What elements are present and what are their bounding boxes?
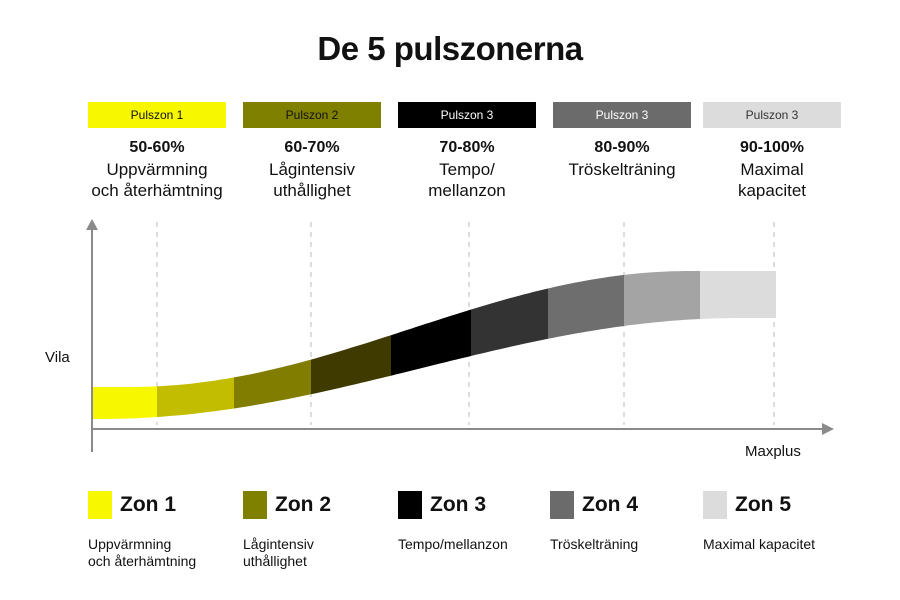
curve-segment-6 [471, 288, 548, 356]
legend-name-1: Zon 1 [120, 493, 176, 516]
zone-tag-2: Pulszon 2 [243, 102, 381, 128]
legend-name-5: Zon 5 [735, 493, 791, 516]
legend-desc-1: Uppvärmning och återhämtning [88, 536, 258, 570]
zone-desc-4-line1: Tröskelträning [568, 160, 676, 179]
legend-swatch-2 [243, 491, 267, 519]
legend-desc-5-line1: Maximal kapacitet [703, 536, 816, 552]
curve-segment-7 [548, 274, 624, 339]
curve-segment-9 [700, 271, 776, 319]
legend-desc-3: Tempo/mellanzon [398, 536, 568, 553]
zone-desc-3-line2: mellanzon [428, 181, 506, 200]
legend-desc-2-line2: uthållighet [243, 553, 307, 569]
zone-tag-1: Pulszon 1 [88, 102, 226, 128]
zone-tag-5: Pulszon 3 [703, 102, 841, 128]
legend-swatch-3 [398, 491, 422, 519]
zone-header-5: Pulszon 3 90-100% Maximal kapacitet [703, 102, 841, 200]
legend-desc-5: Maximal kapacitet [703, 536, 873, 553]
curve-segment-3 [234, 359, 311, 409]
zone-desc-2-line1: Lågintensiv [268, 160, 355, 179]
legend-desc-4: Tröskelträning [550, 536, 720, 553]
zone-percent-4: 80-90% [594, 139, 650, 156]
y-axis-label: Vila [45, 349, 70, 366]
zone-desc-5-line2: kapacitet [737, 181, 807, 200]
zone-header-2: Pulszon 2 60-70% Lågintensiv uthållighet [243, 102, 381, 200]
zone-percent-3: 70-80% [439, 139, 495, 156]
x-axis-label: Maxplus [745, 443, 801, 460]
curve-segment-2 [157, 377, 234, 417]
legend-name-4: Zon 4 [582, 493, 638, 516]
zone-percent-2: 60-70% [284, 139, 340, 156]
page-title: De 5 pulszonerna [317, 30, 583, 67]
legend-swatch-5 [703, 491, 727, 519]
y-axis-arrow-icon [86, 219, 98, 230]
legend-desc-4-line1: Tröskelträning [550, 536, 639, 552]
curve-segment-1 [92, 386, 157, 419]
legend-name-2: Zon 2 [275, 493, 331, 516]
zone-tag-4: Pulszon 3 [553, 102, 691, 128]
legend-swatch-4 [550, 491, 574, 519]
zone-desc-1-line2: och återhämtning [91, 181, 223, 200]
zone-tag-3: Pulszon 3 [398, 102, 536, 128]
legend-name-3: Zon 3 [430, 493, 486, 516]
curve-segment-4 [311, 335, 391, 395]
curve-segment-8 [624, 271, 700, 326]
zone-desc-3-line1: Tempo/ [439, 160, 495, 179]
legend-swatch-1 [88, 491, 112, 519]
axes [86, 219, 834, 452]
zone-percent-5: 90-100% [739, 139, 805, 156]
legend-desc-2-line1: Lågintensiv [243, 536, 314, 552]
zone-desc-2-line2: uthållighet [273, 181, 351, 200]
legend-desc-3-line1: Tempo/mellanzon [398, 536, 508, 552]
legend-desc-1-line1: Uppvärmning [88, 536, 172, 552]
x-axis-arrow-icon [822, 423, 834, 435]
legend-desc-1-line2: och återhämtning [88, 553, 197, 569]
zone-desc-1-line1: Uppvärmning [106, 160, 208, 179]
zone-desc-5-line1: Maximal [740, 160, 804, 179]
zone-header-3: Pulszon 3 70-80% Tempo/ mellanzon [398, 102, 536, 200]
curve-segment-5 [391, 309, 471, 376]
zone-percent-1: 50-60% [129, 139, 185, 156]
zone-header-4: Pulszon 3 80-90% Tröskelträning [553, 102, 691, 181]
legend-desc-2: Lågintensiv uthållighet [243, 536, 413, 570]
zone-header-1: Pulszon 1 50-60% Uppvärmning och återhäm… [88, 102, 226, 200]
intensity-curve [92, 271, 776, 419]
